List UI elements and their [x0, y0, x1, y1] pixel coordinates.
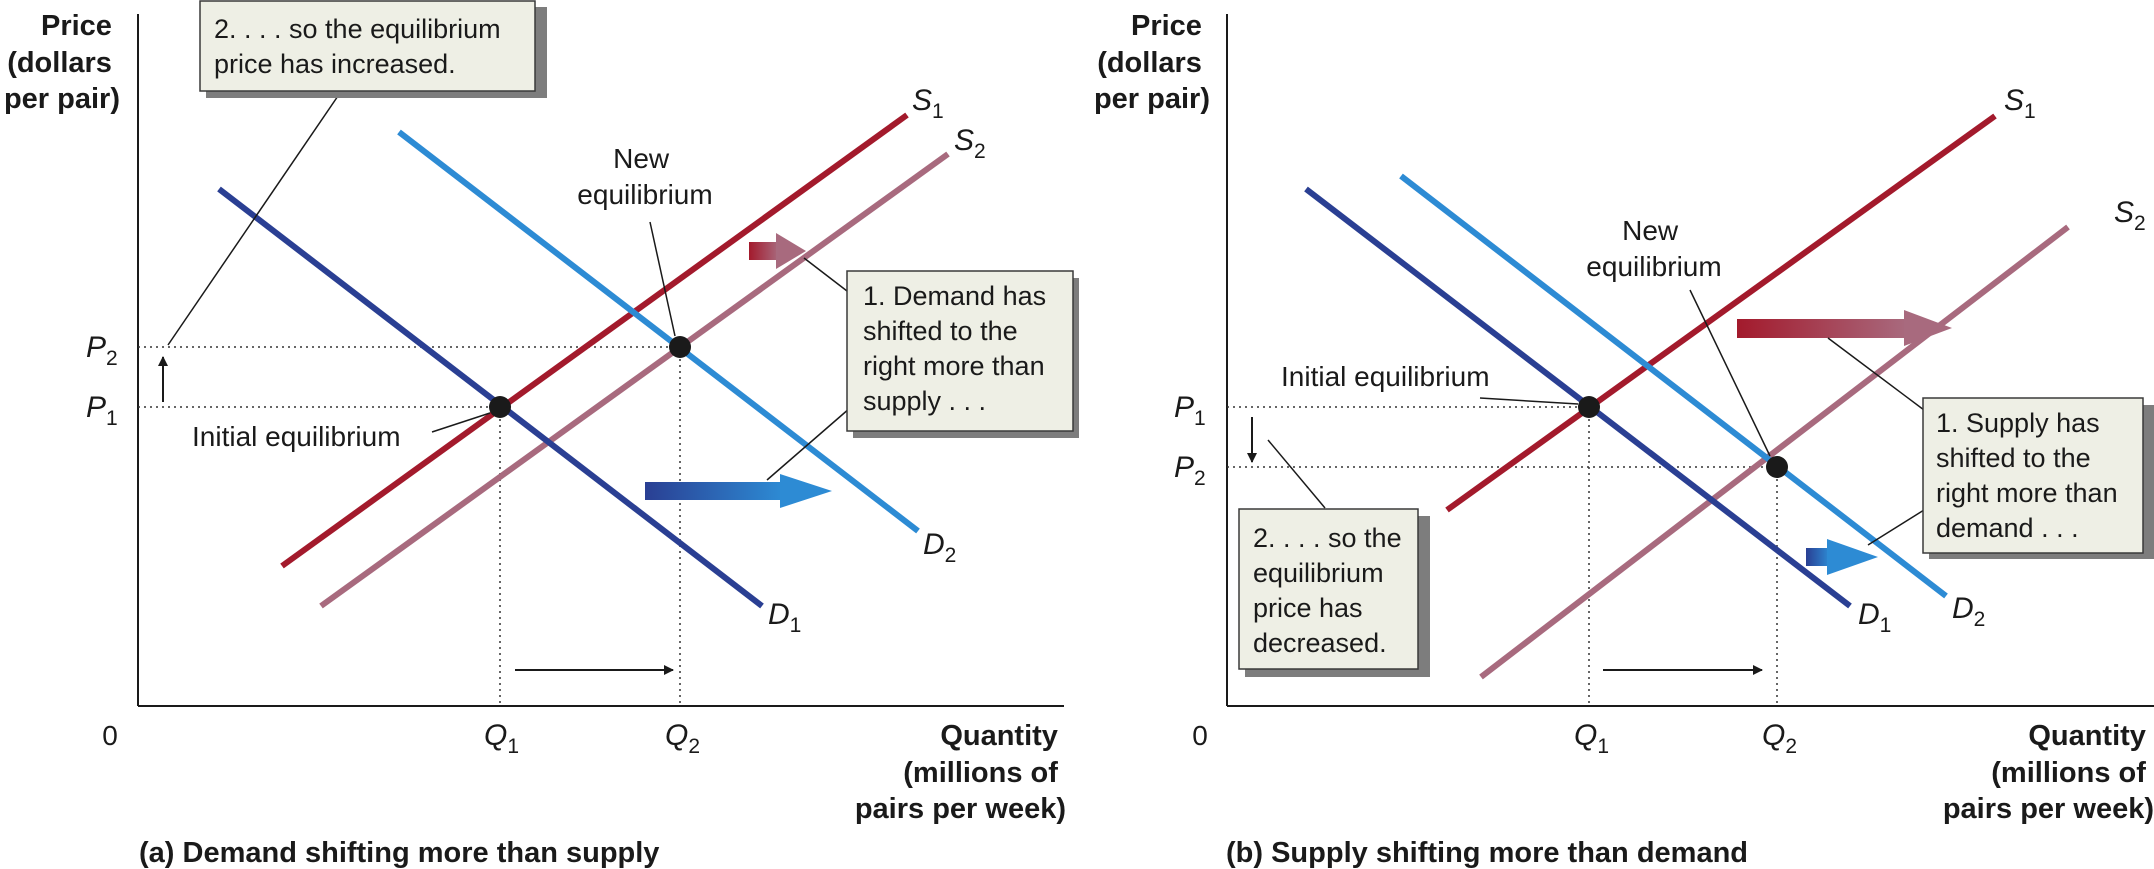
panel-a-new-leader [649, 221, 676, 337]
panel-a-q2-tick: Q2 [665, 719, 700, 758]
panel-a-d2-label: D2 [923, 528, 956, 567]
panel-b-initial-equilibrium-label: Initial equilibrium [1281, 361, 1490, 392]
panel-b-d1-curve [1304, 186, 1852, 609]
panel-a-p1-tick: P1 [86, 391, 118, 430]
svg-text:1. Supply has shifted: 1. Supply has shifted to the right more … [1936, 408, 2125, 543]
panel-b-q2-tick: Q2 [1762, 719, 1797, 758]
panel-a-new-equilibrium-label: New equilibrium [577, 143, 712, 210]
panel-b-p2-tick: P2 [1174, 451, 1206, 490]
svg-text:1. Demand has shifted: 1. Demand has shifted to the right more … [863, 281, 1054, 416]
panel-a-initial-leader [431, 412, 491, 433]
panel-a: Price (dollars per pair) Quantity (milli… [4, 0, 1079, 869]
svg-text:2. . . . so the equili: 2. . . . so the equilibrium price has de… [1253, 523, 1409, 658]
panel-a-s1-label: S1 [912, 84, 944, 123]
panel-a-p2-tick: P2 [86, 331, 118, 370]
panel-a-axes [137, 14, 1064, 707]
panel-b-new-leader [1689, 289, 1771, 457]
panel-b-s1-curve [1445, 113, 1997, 513]
panel-b-q1-tick: Q1 [1574, 719, 1609, 758]
panel-b-s1-label: S1 [2004, 84, 2036, 123]
panel-b-price-leader [1267, 439, 1326, 509]
panel-b-shift-leader-2 [1867, 509, 1925, 546]
panel-b-new-equilibrium-label: New equilibrium [1586, 215, 1721, 282]
panel-a-shift-callout: 1. Demand has shifted to the right more … [766, 257, 1079, 481]
panel-b-initial-equilibrium-dot [1578, 396, 1600, 418]
panel-b-d1-label: D1 [1858, 598, 1891, 637]
panel-a-s2-label: S2 [954, 124, 986, 163]
panel-b-shift-callout: 1. Supply has shifted to the right more … [1827, 337, 2154, 559]
panel-a-d1-curve [217, 186, 764, 609]
panel-a-demand-shift-arrow-icon [645, 474, 832, 508]
panel-b-axes [1226, 14, 2154, 707]
panel-a-y-axis-title: Price (dollars per pair) [4, 10, 120, 115]
panel-b-guides [1227, 406, 1778, 706]
panel-a-guides [138, 346, 681, 706]
panel-b-y-axis-title: Price (dollars per pair) [1094, 10, 1210, 115]
panel-b-origin-label: 0 [1192, 720, 1208, 751]
panel-b-x-axis-title: Quantity (millions of pairs per week) [1943, 720, 2154, 825]
panel-b-shift-leader-1 [1827, 337, 1925, 411]
panel-b-new-equilibrium-dot [1766, 456, 1788, 478]
panel-a-initial-equilibrium-dot [489, 396, 511, 418]
panel-a-s1-curve [280, 112, 909, 569]
panel-a-d1-label: D1 [768, 598, 801, 637]
panel-b-s2-label: S2 [2114, 196, 2146, 235]
panel-a-d2-curve [397, 129, 920, 534]
panel-a-x-axis-title: Quantity (millions of pairs per week) [855, 720, 1066, 825]
panel-a-origin-label: 0 [102, 720, 118, 751]
panel-a-price-leader [167, 92, 341, 346]
panel-b-d2-curve [1399, 173, 1948, 599]
panel-b-caption: (b) Supply shifting more than demand [1226, 837, 1748, 869]
panel-b-initial-leader [1479, 397, 1579, 405]
panel-b-supply-shift-arrow-icon [1737, 310, 1952, 346]
panel-b-s2-curve [1479, 224, 2070, 680]
panel-a-shift-leader-2 [766, 407, 851, 481]
panel-a-shift-leader-1 [803, 257, 848, 292]
panel-a-caption: (a) Demand shifting more than supply [139, 837, 659, 869]
panel-a-new-equilibrium-dot [669, 336, 691, 358]
panel-a-q1-tick: Q1 [484, 719, 519, 758]
panel-b-price-callout: 2. . . . so the equilibrium price has de… [1238, 439, 1430, 677]
panel-b: Price (dollars per pair) Quantity (milli… [1094, 10, 2154, 869]
panel-a-supply-shift-arrow-icon [749, 233, 806, 269]
panel-a-initial-equilibrium-label: Initial equilibrium [192, 421, 401, 452]
panel-b-demand-shift-arrow-icon [1806, 539, 1878, 575]
panel-a-s2-curve [319, 151, 950, 609]
panel-b-p1-tick: P1 [1174, 391, 1206, 430]
panel-a-price-callout: 2. . . . so the equilibrium price has in… [167, 0, 547, 346]
svg-text:2. . . . so the equilibrium: 2. . . . so the equilibrium price has in… [214, 14, 508, 79]
panel-b-d2-label: D2 [1952, 592, 1985, 631]
